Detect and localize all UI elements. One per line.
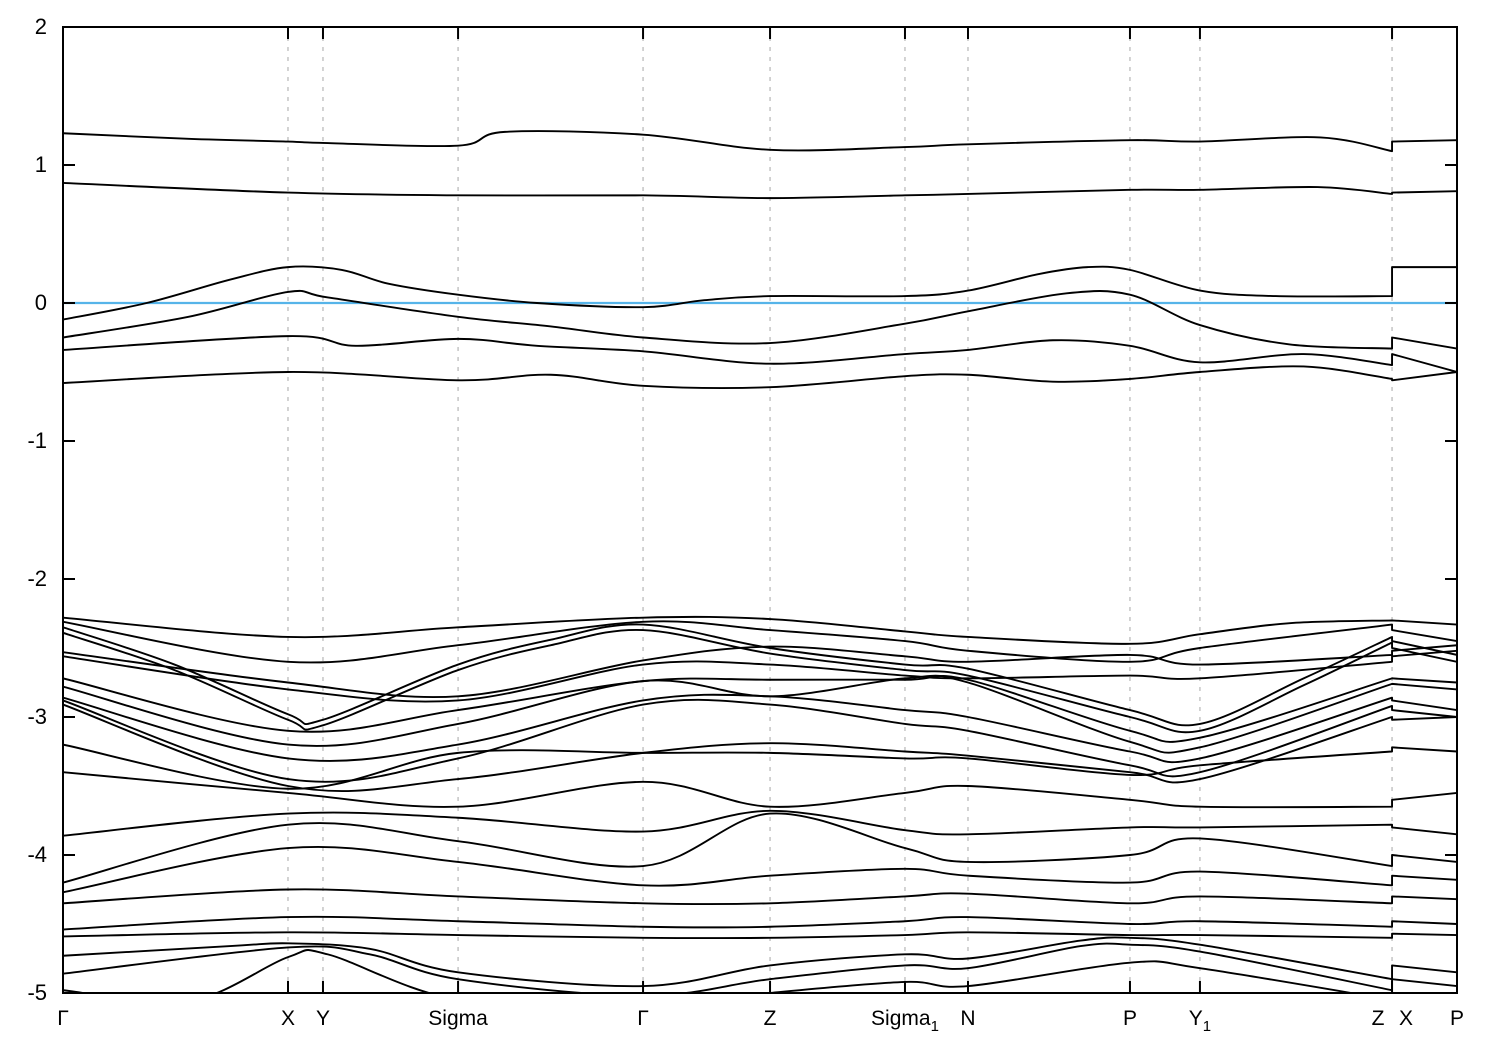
band-curve [63,812,1457,884]
k-point-label: Γ [57,1007,69,1030]
y-tick-label: 1 [35,152,47,177]
k-point-label: Γ [637,1007,649,1030]
band-curve [63,743,1457,790]
k-gridlines [287,27,1393,993]
k-point-label: P [1123,1007,1137,1030]
band-curve [63,936,1457,988]
band-curve [63,265,1457,321]
y-tick-label: -2 [27,566,47,591]
band-curve [63,181,1457,200]
k-point-label: Y1 [1189,1007,1211,1035]
y-tick-labels: 2 1 0 -1 -2 -3 -4 -5 [27,14,47,1005]
band-curve [63,915,1457,931]
band-curve [63,703,1457,792]
band-curve [63,771,1457,809]
band-curve [63,693,1457,764]
k-point-label: X [1399,1007,1413,1030]
k-point-label: X [281,1007,295,1030]
band-curve [63,845,1457,894]
axis-ticks [63,26,1457,994]
band-curve [63,931,1457,940]
band-curve [63,335,1457,373]
band-curve [63,629,1457,734]
k-point-label: P [1450,1007,1464,1030]
k-point-label: N [960,1007,975,1030]
y-tick-label: -4 [27,842,47,867]
plot-frame [62,26,1458,994]
k-point-label: Z [764,1007,777,1030]
band-curve [63,365,1457,389]
band-curve [63,620,1457,664]
k-point-label: Sigma [428,1007,488,1030]
k-point-label: Y [316,1007,330,1030]
band-curve [63,942,1457,993]
y-tick-label: -3 [27,704,47,729]
band-curve [63,623,1457,727]
band-curve [63,615,1457,645]
band-curve [63,644,1457,699]
y-tick-label: 2 [35,14,47,39]
band-curve [63,289,1457,350]
band-curve [63,649,1457,703]
band-curve [63,674,1457,754]
band-curve [63,698,1457,783]
band-curve [63,130,1457,153]
band-curves [63,130,1457,993]
y-tick-label: 0 [35,290,47,315]
k-point-label: Sigma1 [871,1007,939,1035]
band-curve [63,888,1457,906]
k-point-labels: Γ X Y Sigma Γ Z Sigma1 N P Y1 Z X P [57,1007,1464,1035]
band-curve [63,675,1457,743]
k-point-label: Z [1372,1007,1385,1030]
band-curve [63,949,1415,993]
y-tick-label: -5 [27,980,47,1005]
band-curve [63,809,1457,837]
y-tick-label: -1 [27,428,47,453]
